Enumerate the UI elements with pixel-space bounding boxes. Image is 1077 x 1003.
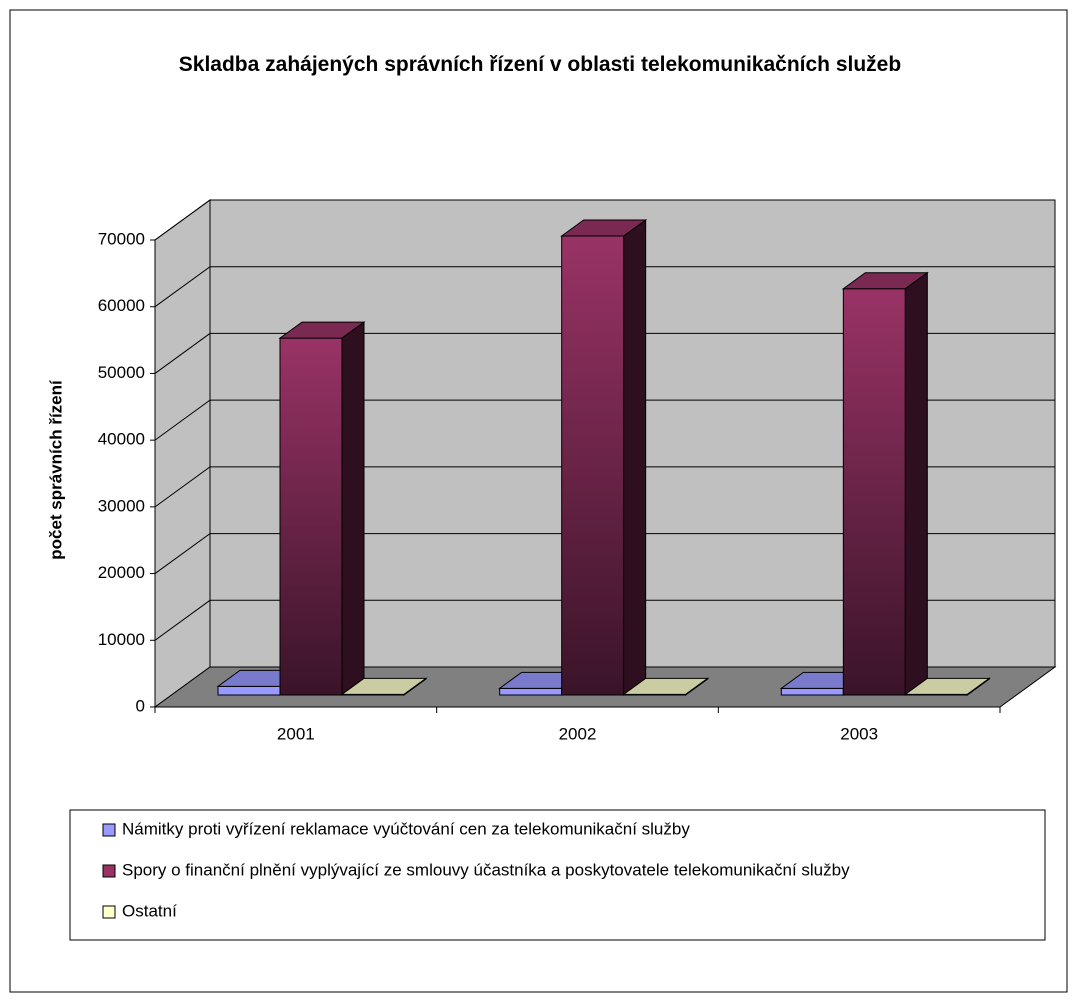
- grid-line: [154, 332, 1055, 374]
- bar-front: [499, 687, 563, 696]
- y-tick-label: 0: [136, 696, 145, 715]
- y-tick-label: 30000: [98, 496, 145, 515]
- bar-side: [623, 219, 647, 696]
- y-tick-label: 50000: [98, 363, 145, 382]
- y-tick-label: 60000: [98, 296, 145, 315]
- x-tick-label: 2001: [277, 724, 315, 743]
- bar-top: [340, 677, 428, 695]
- legend: [69, 809, 1046, 941]
- y-tick-label: 70000: [98, 229, 145, 248]
- bar-top: [903, 677, 991, 695]
- legend-swatch: [102, 823, 116, 837]
- legend-swatch: [102, 905, 116, 919]
- y-tick-label: 20000: [98, 563, 145, 582]
- bar-top: [622, 677, 710, 695]
- legend-label: Námitky proti vyřízení reklamace vyúčtov…: [122, 819, 690, 838]
- y-axis-label: počet správních řízení: [46, 379, 65, 560]
- bar-top: [841, 272, 929, 290]
- bar-front: [561, 235, 625, 696]
- grid-line: [154, 199, 1055, 241]
- bar-top: [560, 219, 648, 237]
- x-tick-label: 2003: [840, 724, 878, 743]
- legend-label: Spory o finanční plnění vyplývající ze s…: [122, 860, 850, 879]
- left-wall: [154, 199, 211, 708]
- bar-front: [842, 288, 906, 696]
- grid-line: [154, 266, 1055, 308]
- grid-line: [154, 599, 1055, 641]
- bar-front: [279, 337, 343, 696]
- grid-line: [154, 399, 1055, 441]
- grid-line: [154, 466, 1055, 508]
- legend-label: Ostatní: [122, 901, 177, 920]
- y-tick-label: 40000: [98, 430, 145, 449]
- y-tick-label: 10000: [98, 630, 145, 649]
- bar-side: [341, 321, 365, 696]
- grid-line: [154, 533, 1055, 574]
- x-tick-label: 2002: [559, 724, 597, 743]
- chart-title: Skladba zahájených správních řízení v ob…: [178, 53, 902, 76]
- bar-front: [780, 687, 844, 696]
- bar-front: [217, 685, 281, 696]
- legend-swatch: [102, 864, 116, 878]
- bar-side: [904, 271, 928, 696]
- bar-top: [278, 321, 366, 339]
